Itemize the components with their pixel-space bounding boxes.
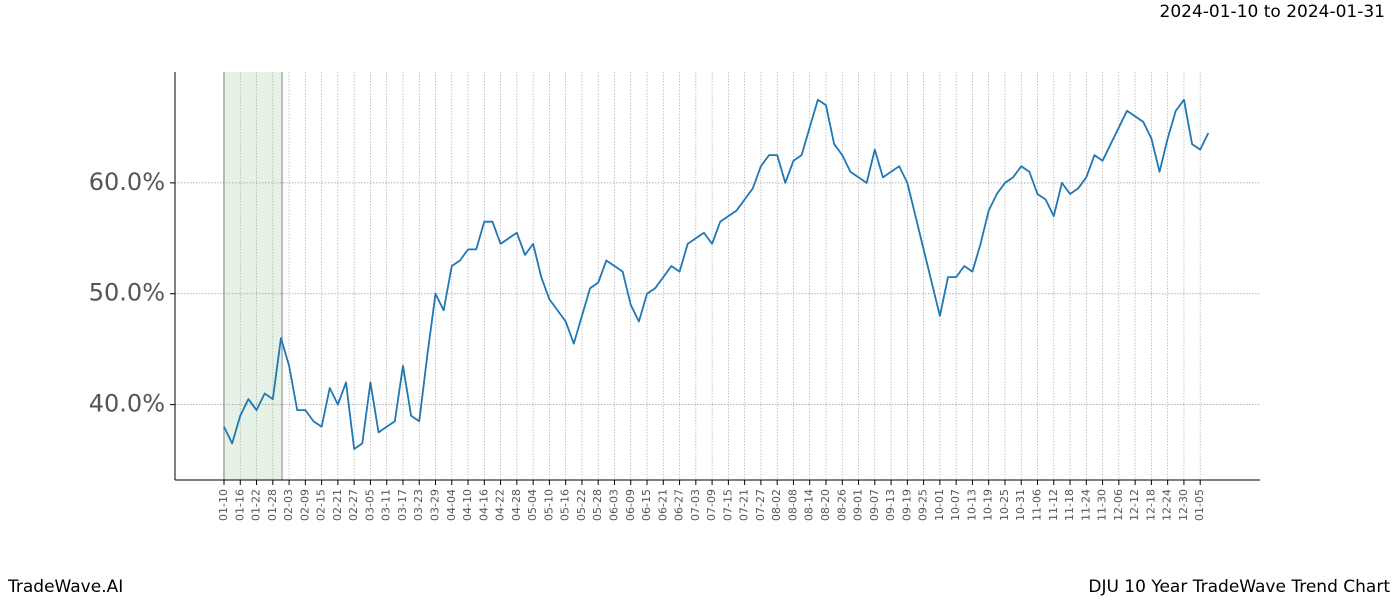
y-tick-label: 60.0% (89, 168, 165, 196)
x-tick-label: 11-12 (1047, 489, 1060, 521)
x-tick-label: 08-08 (786, 489, 799, 521)
x-tick-label: 12-30 (1177, 489, 1190, 521)
x-tick-label: 06-09 (624, 489, 637, 521)
brand: TradeWave.AI (7, 577, 123, 597)
x-tick-label: 12-06 (1112, 489, 1125, 521)
x-tick-label: 10-13 (965, 489, 978, 521)
x-tick-label: 12-12 (1128, 489, 1141, 521)
x-tick-label: 05-28 (591, 489, 604, 521)
chart-title: DJU 10 Year TradeWave Trend Chart (1088, 577, 1390, 597)
x-tick-label: 10-19 (982, 489, 995, 521)
y-tick-label: 40.0% (89, 390, 165, 418)
x-tick-label: 06-15 (640, 489, 653, 521)
x-tick-label: 10-07 (949, 489, 962, 521)
x-tick-label: 03-29 (429, 489, 442, 521)
x-tick-label: 02-27 (347, 489, 360, 521)
trend-line (223, 98, 1210, 450)
y-tick-label: 50.0% (89, 279, 165, 307)
x-tick-label: 09-01 (852, 489, 865, 521)
x-tick-label: 10-01 (933, 489, 946, 521)
x-tick-label: 05-04 (526, 489, 539, 521)
grid: 40.0% 50.0% 60.0% 01-10 01-16 01-22 01-28 02-03… (89, 72, 1260, 521)
x-tick-label: 07-09 (705, 489, 718, 521)
x-tick-label: 09-19 (900, 489, 913, 521)
x-tick-label: 02-21 (331, 489, 344, 521)
x-tick-label: 01-05 (1193, 489, 1206, 521)
x-tick-label: 12-18 (1144, 489, 1157, 521)
x-tick-label: 07-15 (721, 489, 734, 521)
x-tick-label: 07-21 (738, 489, 751, 521)
x-tick-label: 07-03 (689, 489, 702, 521)
x-tick-label: 11-06 (1031, 489, 1044, 521)
x-tick-label: 06-21 (656, 489, 669, 521)
x-tick-label: 08-02 (770, 489, 783, 521)
x-tick-label: 04-10 (461, 489, 474, 521)
highlight-band (224, 72, 282, 480)
x-tick-label: 04-16 (477, 489, 490, 521)
x-tick-label: 09-07 (868, 489, 881, 521)
x-tick-label: 05-16 (559, 489, 572, 521)
x-tick-label: 08-26 (835, 489, 848, 521)
x-tick-label: 03-17 (396, 489, 409, 521)
x-tick-label: 02-09 (298, 489, 311, 521)
x-tick-label: 12-24 (1161, 489, 1174, 521)
plot (223, 98, 1210, 450)
x-tick-label: 11-24 (1079, 489, 1092, 521)
x-tick-label: 01-10 (217, 489, 230, 521)
x-tick-label: 10-25 (998, 489, 1011, 521)
x-tick-label: 09-13 (884, 489, 897, 521)
x-tick-label: 11-18 (1063, 489, 1076, 521)
x-tick-label: 05-22 (575, 489, 588, 521)
x-tick-label: 04-28 (510, 489, 523, 521)
x-tick-label: 01-28 (266, 489, 279, 521)
x-tick-label: 04-22 (494, 489, 507, 521)
x-tick-label: 03-23 (412, 489, 425, 521)
x-tick-label: 11-30 (1096, 489, 1109, 521)
x-tick-label: 02-03 (282, 489, 295, 521)
x-tick-label: 07-27 (754, 489, 767, 521)
x-tick-label: 05-10 (542, 489, 555, 521)
x-tick-label: 10-31 (1014, 489, 1027, 521)
x-tick-label: 02-15 (315, 489, 328, 521)
x-tick-label: 03-05 (363, 489, 376, 521)
x-tick-label: 06-03 (607, 489, 620, 521)
date-range: 2024-01-10 to 2024-01-31 (1160, 2, 1385, 22)
x-tick-label: 01-16 (233, 489, 246, 521)
x-tick-label: 06-27 (673, 489, 686, 521)
x-tick-label: 04-04 (445, 489, 458, 521)
x-tick-label: 08-20 (819, 489, 832, 521)
x-tick-label: 08-14 (803, 489, 816, 521)
x-tick-label: 01-22 (250, 489, 263, 521)
x-tick-label: 03-11 (380, 489, 393, 521)
x-tick-label: 09-25 (917, 489, 930, 521)
